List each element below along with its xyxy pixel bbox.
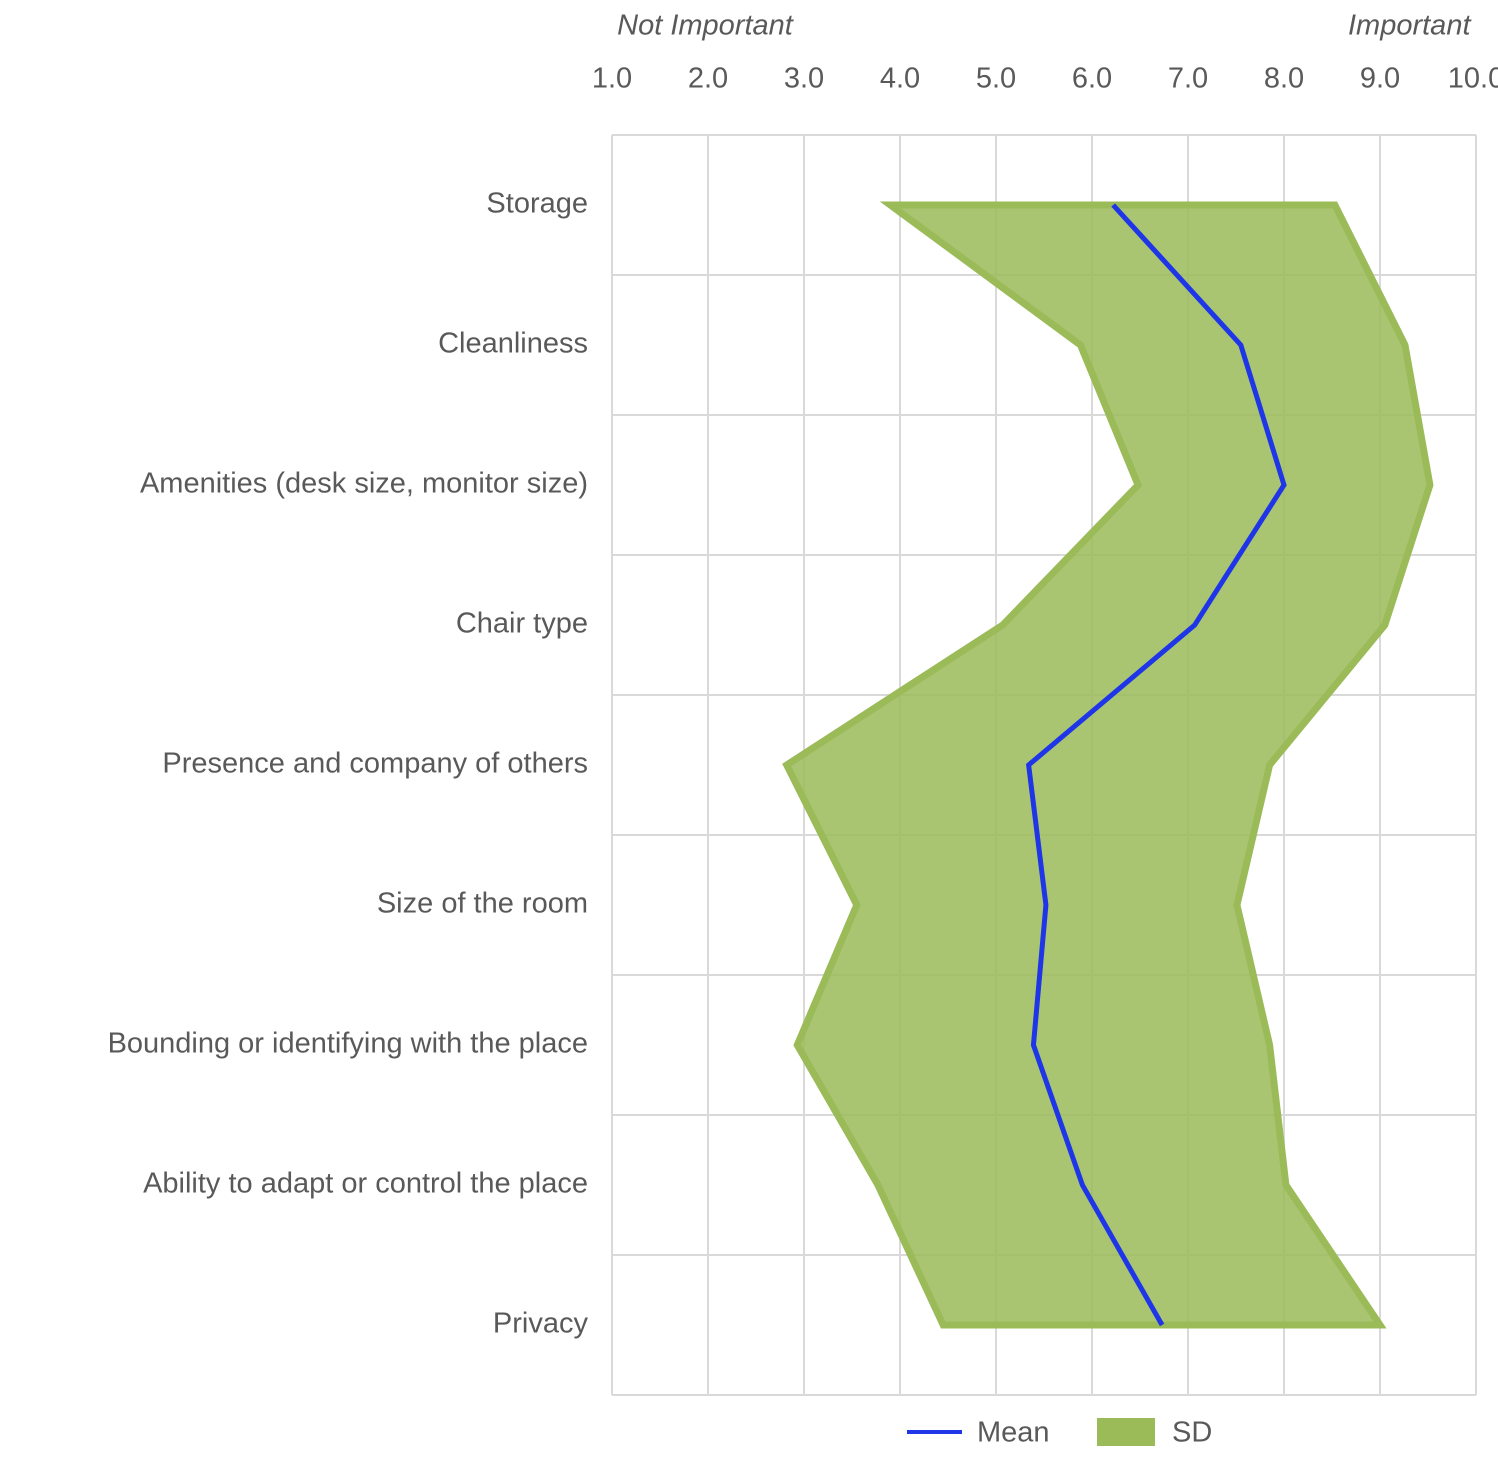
legend-label: Mean [977, 1417, 1050, 1449]
y-tick-label: Privacy [493, 1308, 589, 1340]
x-tick-label: 1.0 [592, 63, 632, 95]
axis-annotation-left: Not Important [617, 10, 795, 42]
y-tick-label: Size of the room [377, 888, 588, 920]
sd-band [782, 201, 1434, 1329]
x-tick-label: 6.0 [1072, 63, 1112, 95]
y-tick-label: Storage [486, 188, 588, 220]
x-tick-label: 4.0 [880, 63, 920, 95]
y-tick-label: Bounding or identifying with the place [108, 1028, 588, 1060]
mean-line [1025, 203, 1287, 1327]
y-tick-label: Chair type [456, 608, 588, 640]
y-tick-label: Presence and company of others [162, 748, 588, 780]
x-tick-label: 8.0 [1264, 63, 1304, 95]
x-tick-label: 3.0 [784, 63, 824, 95]
y-tick-label: Amenities (desk size, monitor size) [140, 468, 588, 500]
x-tick-label: 5.0 [976, 63, 1016, 95]
x-tick-label: 7.0 [1168, 63, 1208, 95]
legend-label: SD [1172, 1417, 1212, 1449]
legend-swatch [1097, 1418, 1155, 1446]
y-tick-label: Cleanliness [438, 328, 588, 360]
y-tick-label: Ability to adapt or control the place [143, 1168, 588, 1200]
axis-annotation-right: Important [1348, 10, 1472, 42]
x-tick-label: 9.0 [1360, 63, 1400, 95]
x-tick-label: 10.0 [1448, 63, 1498, 95]
x-tick-label: 2.0 [688, 63, 728, 95]
